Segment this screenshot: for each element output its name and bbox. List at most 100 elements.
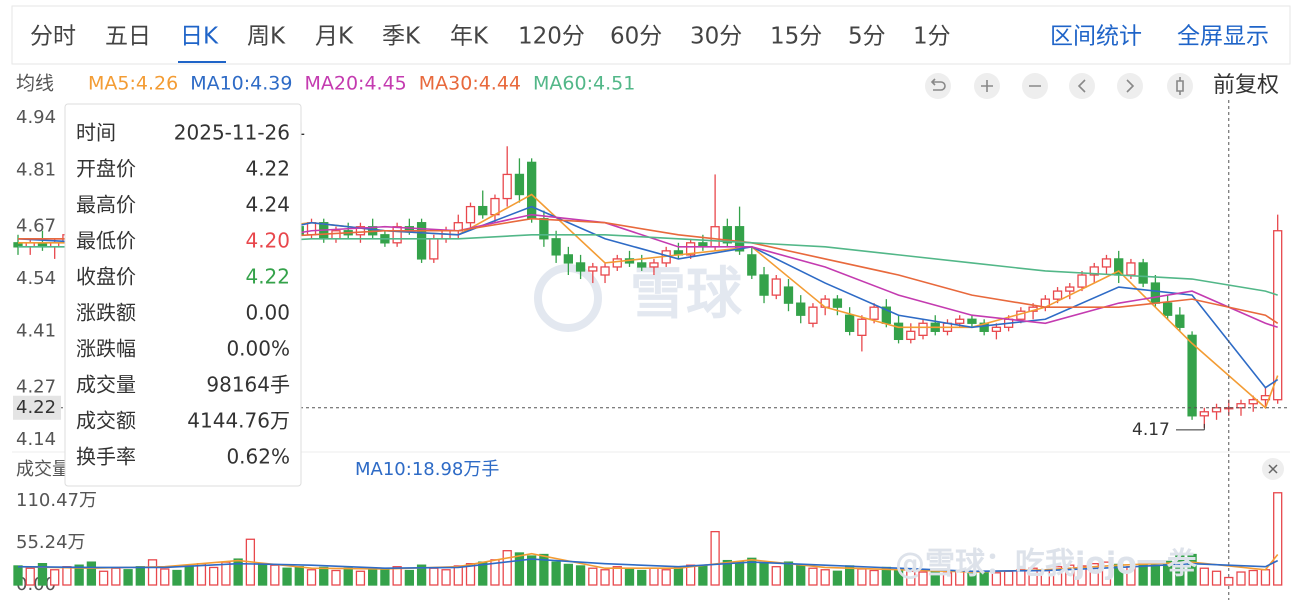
period-tab[interactable]: 五日 — [105, 24, 151, 50]
volume-bar — [514, 552, 525, 586]
volume-bar — [74, 564, 84, 586]
period-tab[interactable]: 15分 — [770, 24, 822, 50]
candle-body — [967, 318, 977, 324]
volume-bar — [355, 570, 366, 586]
candle-body — [991, 326, 1002, 332]
tooltip-label: 涨跌额 — [76, 301, 136, 325]
volume-bar — [1101, 561, 1112, 586]
candle-body — [1126, 262, 1136, 276]
tooltip-value: 0.00 — [245, 301, 290, 325]
right-button[interactable] — [1117, 73, 1143, 99]
volume-bar — [612, 566, 622, 586]
volume-bar — [1138, 562, 1148, 586]
volume-bar — [1175, 555, 1185, 586]
period-tab[interactable]: 分时 — [30, 24, 76, 50]
period-tab[interactable]: 1分 — [913, 24, 951, 50]
candle-body — [478, 205, 488, 216]
toolbar-link[interactable]: 区间统计 — [1050, 24, 1142, 50]
tooltip-label: 涨跌幅 — [76, 337, 136, 361]
candle-body — [551, 238, 561, 256]
period-tab[interactable]: 周K — [247, 24, 286, 50]
period-tab[interactable]: 60分 — [610, 24, 662, 50]
period-tab[interactable]: 年K — [450, 24, 489, 50]
volume-bar — [1052, 566, 1063, 586]
tooltip-value: 4.22 — [245, 265, 290, 289]
period-tab[interactable]: 月K — [315, 24, 354, 50]
toolbar-link[interactable]: 全屏显示 — [1177, 24, 1269, 50]
watermark: 雪球 — [630, 262, 743, 327]
toolbar-icons — [925, 73, 1193, 99]
period-tab[interactable]: 30分 — [690, 24, 742, 50]
volume-bar — [209, 566, 219, 586]
undo-button[interactable] — [925, 73, 951, 99]
candle-button[interactable] — [1167, 73, 1193, 99]
current-price-box — [13, 395, 61, 420]
y-tick-label: 4.54 — [16, 268, 56, 289]
volume-bar — [783, 561, 794, 586]
y-tick-label: 4.81 — [16, 159, 56, 180]
candle-body — [1101, 258, 1112, 268]
candle-body — [893, 322, 904, 341]
y-tick-label: 4.41 — [16, 320, 56, 341]
volume-bar — [942, 572, 953, 586]
period-tab[interactable]: 5分 — [848, 24, 886, 50]
volume-bar — [1211, 570, 1222, 586]
candle-body — [600, 266, 610, 276]
candle-body — [1175, 314, 1185, 328]
volume-bar — [1260, 569, 1271, 586]
volume-bar — [1065, 564, 1075, 586]
volume-ma-legend: MA10:18.98万手 — [355, 459, 499, 480]
candle-body — [575, 262, 586, 272]
volume-bar — [991, 572, 1002, 586]
tooltip-value: 2025-11-26 — [174, 121, 290, 145]
volume-bar — [600, 569, 610, 586]
volume-bar — [808, 567, 818, 586]
volume-bar — [368, 568, 378, 586]
volume-bar — [294, 566, 304, 586]
left-button[interactable] — [1069, 73, 1095, 99]
tooltip-label: 时间 — [76, 121, 116, 145]
volume-bar — [771, 566, 781, 586]
volume-bar — [62, 566, 72, 586]
ma-legend: MA60:4.51 — [533, 73, 635, 95]
volume-bar — [37, 563, 48, 586]
volume-bar — [1224, 576, 1234, 586]
candle-body — [502, 173, 512, 200]
candle-body — [796, 302, 806, 316]
volume-bar — [429, 567, 439, 586]
candle-body — [710, 226, 720, 248]
candle-body — [539, 218, 549, 240]
adjust-button[interactable]: 前复权 — [1213, 73, 1279, 98]
volume-bar — [1089, 563, 1099, 586]
period-tab[interactable]: 120分 — [518, 24, 585, 50]
ma-legend: MA10:4.39 — [190, 73, 292, 95]
candle-icon — [1176, 77, 1184, 95]
volume-bar — [1236, 571, 1246, 586]
tooltip-label: 最低价 — [76, 229, 136, 253]
volume-bar — [160, 568, 170, 586]
candle-body — [844, 314, 855, 332]
candle-body — [355, 226, 366, 236]
candle-body — [429, 238, 439, 260]
credit-watermark: @雪球：吃我jojo一拳 — [895, 547, 1198, 582]
period-tab[interactable]: 季K — [382, 24, 421, 50]
volume-bar — [661, 569, 671, 586]
current-price-label: 4.22 — [16, 397, 56, 418]
ma-legend: MA20:4.45 — [304, 73, 406, 95]
period-tab[interactable]: 日K — [180, 24, 219, 50]
tab-bar — [11, 5, 1291, 65]
volume-bar — [172, 569, 182, 586]
volume-bar — [86, 561, 97, 586]
volume-bar — [624, 568, 635, 586]
volume-bar — [820, 569, 830, 586]
volume-bar — [673, 566, 684, 586]
volume-bar — [686, 564, 696, 586]
candle-body — [1187, 334, 1197, 417]
volume-bar — [13, 565, 23, 586]
tooltip-value: 98164手 — [206, 373, 290, 397]
volume-bar — [857, 568, 867, 586]
tooltip-value: 4.22 — [245, 157, 290, 181]
candle-body — [832, 298, 843, 308]
volume-bar — [196, 563, 207, 586]
